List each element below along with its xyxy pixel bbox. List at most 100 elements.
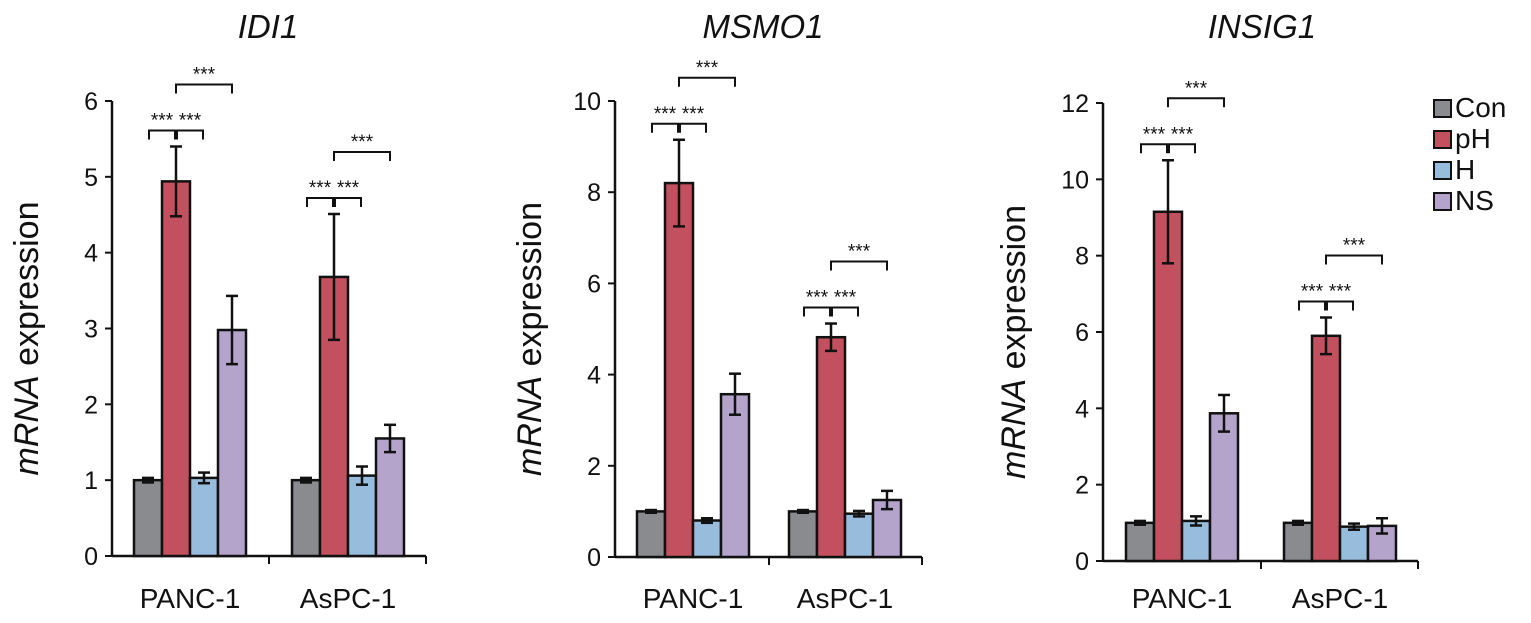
significance-label: *** <box>1343 235 1366 256</box>
bar-con-panc-1 <box>635 510 667 559</box>
bar-con-panc-1 <box>132 478 164 558</box>
y-tick-label: 12 <box>1061 90 1089 118</box>
significance-label: *** <box>1301 281 1324 302</box>
y-axis-label: mRNA expression <box>995 205 1033 479</box>
bar-con-aspc-1 <box>787 510 819 559</box>
significance-bracket <box>334 196 362 207</box>
y-tick-label: 4 <box>84 240 98 268</box>
bar-h-aspc-1 <box>843 512 875 559</box>
y-tick-label: 6 <box>84 88 98 116</box>
category-label: PANC-1 <box>1132 583 1233 614</box>
legend-swatch <box>1433 161 1452 180</box>
bar-con-aspc-1 <box>1282 521 1314 563</box>
category-label: AsPC-1 <box>300 583 396 614</box>
y-tick-label: 3 <box>84 316 98 344</box>
significance-label: *** <box>848 242 871 263</box>
category-label: AsPC-1 <box>1292 583 1388 614</box>
bar-ns-aspc-1 <box>871 498 903 559</box>
legend-label: NS <box>1455 185 1494 216</box>
y-axis-label-italic: mRNA <box>8 375 46 475</box>
significance-label: *** <box>337 178 360 199</box>
bar-con-aspc-1 <box>290 478 322 558</box>
significance-bracket <box>678 76 736 87</box>
legend-label: Con <box>1455 92 1506 123</box>
y-tick-label: 2 <box>587 453 601 481</box>
significance-label: *** <box>309 178 332 199</box>
significance-bracket <box>175 83 233 94</box>
y-tick-label: 0 <box>84 543 98 571</box>
significance-bracket <box>830 260 888 271</box>
chart-title: IDI1 <box>238 8 299 45</box>
bar-h-panc-1 <box>691 519 723 559</box>
legend-item-ns: NS <box>1433 185 1494 216</box>
bar-ph-aspc-1 <box>815 335 847 559</box>
legend-swatch <box>1433 130 1452 149</box>
significance-label: *** <box>1185 78 1208 99</box>
significance-bracket <box>306 196 334 207</box>
bar-h-aspc-1 <box>346 474 378 558</box>
bar-ph-aspc-1 <box>1310 334 1342 563</box>
y-axis-label-italic: mRNA <box>995 379 1033 479</box>
significance-bracket <box>1326 300 1354 311</box>
bar-ns-panc-1 <box>216 328 248 558</box>
legend-label: pH <box>1455 123 1491 154</box>
bar-ph-panc-1 <box>663 181 695 559</box>
y-tick-label: 10 <box>573 88 601 116</box>
significance-bracket <box>651 122 679 133</box>
y-tick-label: 4 <box>587 362 601 390</box>
chart-title: INSIG1 <box>1208 8 1316 45</box>
bar-ns-panc-1 <box>719 392 751 559</box>
y-tick-label: 2 <box>1075 472 1089 500</box>
y-tick-label: 8 <box>587 179 601 207</box>
y-axis-label-rest: expression <box>511 202 549 376</box>
significance-bracket <box>831 306 859 317</box>
y-tick-label: 0 <box>1075 548 1089 576</box>
category-label: PANC-1 <box>643 583 744 614</box>
significance-label: *** <box>834 288 857 309</box>
y-tick-label: 4 <box>1075 395 1089 423</box>
y-tick-label: 8 <box>1075 243 1089 271</box>
significance-bracket <box>1325 254 1383 265</box>
y-axis-label-rest: expression <box>8 202 46 376</box>
y-tick-label: 5 <box>84 164 98 192</box>
significance-bracket <box>1140 143 1168 154</box>
legend-label: H <box>1455 154 1475 185</box>
legend-swatch <box>1433 192 1452 211</box>
bar-ph-panc-1 <box>1152 210 1184 563</box>
legend-item-h: H <box>1433 154 1475 185</box>
significance-label: *** <box>806 288 829 309</box>
significance-bracket <box>176 129 204 140</box>
significance-bracket <box>803 306 831 317</box>
significance-label: *** <box>654 104 677 125</box>
significance-bracket <box>1167 97 1225 108</box>
bar-con-panc-1 <box>1124 521 1156 563</box>
significance-label: *** <box>696 58 719 79</box>
chart-title: MSMO1 <box>702 8 823 45</box>
bar-h-panc-1 <box>1180 519 1212 563</box>
y-tick-label: 10 <box>1061 166 1089 194</box>
y-axis-label: mRNA expression <box>511 202 549 476</box>
significance-label: *** <box>682 104 705 125</box>
y-axis-label-italic: mRNA <box>511 376 549 476</box>
significance-label: *** <box>151 111 174 132</box>
legend-item-ph: pH <box>1433 123 1491 154</box>
category-label: PANC-1 <box>140 583 241 614</box>
bar-h-panc-1 <box>188 476 220 558</box>
significance-label: *** <box>1329 281 1352 302</box>
significance-label: *** <box>1171 124 1194 145</box>
legend-swatch <box>1433 99 1452 118</box>
y-axis-label: mRNA expression <box>8 202 46 476</box>
legend-item-con: Con <box>1433 92 1506 123</box>
bar-ph-panc-1 <box>160 180 192 558</box>
significance-label: *** <box>351 132 374 153</box>
bar-h-aspc-1 <box>1338 525 1370 563</box>
significance-label: *** <box>179 111 202 132</box>
y-tick-label: 2 <box>84 391 98 419</box>
significance-label: *** <box>193 65 216 86</box>
significance-label: *** <box>1143 124 1166 145</box>
bar-ns-panc-1 <box>1208 412 1240 563</box>
